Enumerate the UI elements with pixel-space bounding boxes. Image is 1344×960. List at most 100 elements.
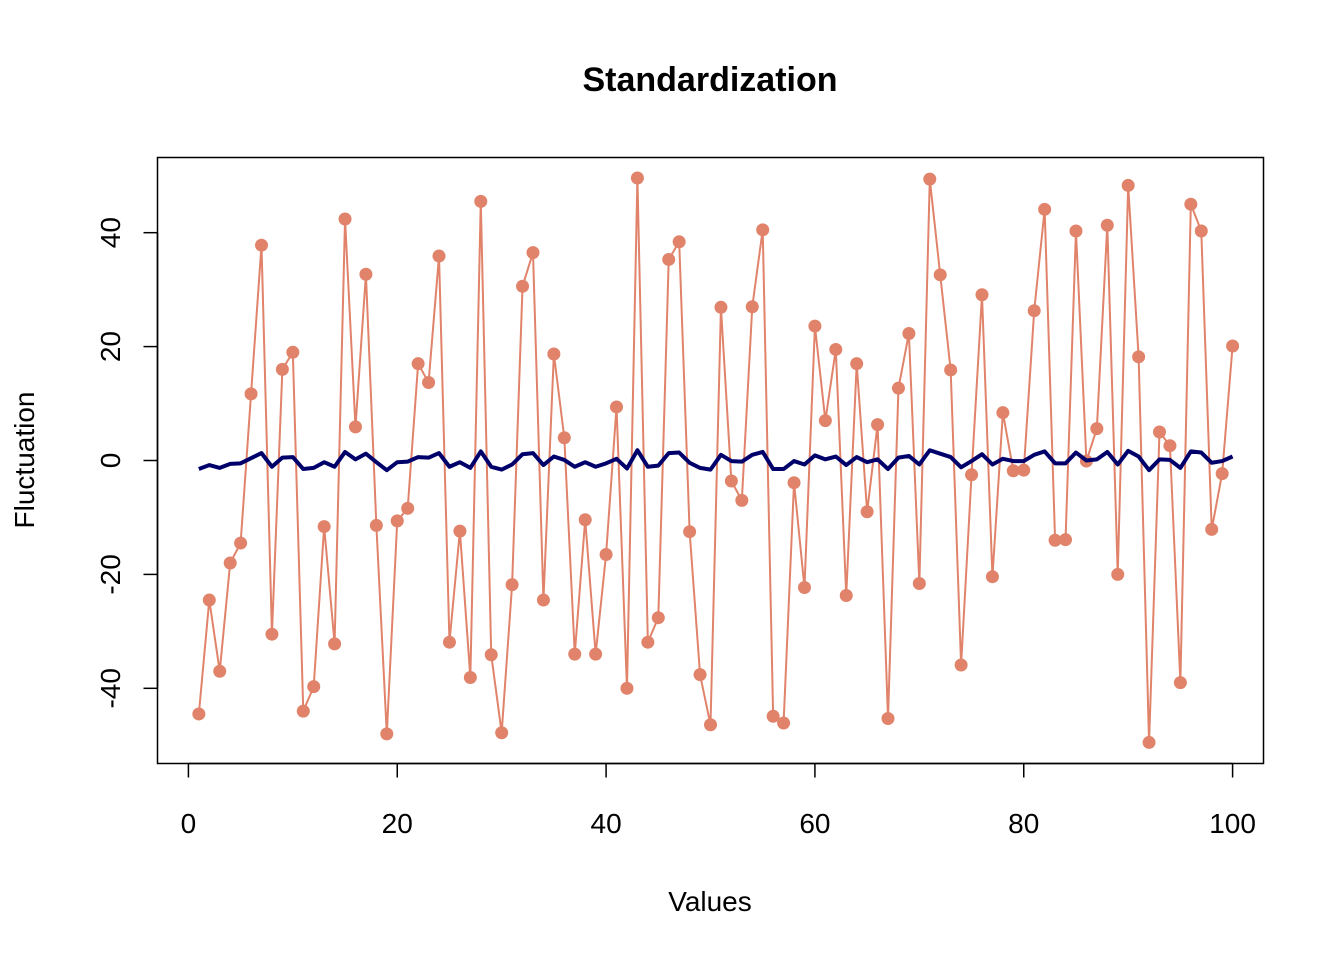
series-1-point xyxy=(589,647,603,661)
series-1-point xyxy=(1132,350,1146,364)
series-1-point xyxy=(526,246,540,260)
series-1-point xyxy=(912,577,926,591)
series-1-point xyxy=(557,431,571,445)
series-1-point xyxy=(192,707,206,721)
series-1-point xyxy=(1205,522,1219,536)
series-1-point xyxy=(975,288,989,302)
series-1-point xyxy=(328,637,342,651)
series-1-point xyxy=(651,611,665,625)
series-1-point xyxy=(411,357,425,371)
x-tick-label: 0 xyxy=(181,808,197,839)
series-1-point xyxy=(871,418,885,432)
series-1-point xyxy=(818,414,832,428)
series-1-point xyxy=(484,648,498,662)
series-1-point xyxy=(1027,304,1041,318)
series-1-point xyxy=(369,518,383,532)
x-tick-label: 80 xyxy=(1008,808,1039,839)
series-1-point xyxy=(578,513,592,527)
series-1-point xyxy=(223,556,237,570)
series-1-point xyxy=(996,406,1010,420)
series-1-point xyxy=(1059,533,1073,547)
y-tick-label: -40 xyxy=(95,668,126,708)
series-1-point xyxy=(1069,224,1083,238)
series-1-point xyxy=(1173,676,1187,690)
series-1-point xyxy=(1038,202,1052,216)
series-1-point xyxy=(255,238,268,252)
series-2-line xyxy=(198,448,1234,473)
series-1-point xyxy=(599,547,613,561)
series-1-point xyxy=(401,501,415,515)
series-1-point xyxy=(1111,567,1125,581)
x-tick-label: 60 xyxy=(799,808,830,839)
series-1-point xyxy=(390,514,404,528)
series-1-point xyxy=(275,362,289,376)
series-1-point xyxy=(808,319,822,333)
series-1-point xyxy=(348,420,362,434)
series-1-point xyxy=(777,716,791,730)
y-axis-label: Fluctuation xyxy=(9,392,40,529)
y-tick-label: -20 xyxy=(95,554,126,594)
series-1-point xyxy=(1006,464,1020,478)
series-1-point xyxy=(359,267,373,281)
series-1-point xyxy=(547,347,561,361)
series-1-point xyxy=(714,300,728,314)
series-1-point xyxy=(442,635,456,649)
series-1-point xyxy=(965,468,979,482)
series-layer xyxy=(192,171,1240,749)
series-1-point xyxy=(693,668,707,682)
series-1-point xyxy=(1100,218,1114,232)
series-1-point xyxy=(881,712,895,726)
series-1-point xyxy=(704,718,717,732)
series-1-point xyxy=(735,493,749,507)
series-1-point xyxy=(380,727,394,741)
x-tick-label: 40 xyxy=(591,808,622,839)
series-1-point xyxy=(672,235,686,249)
series-1-point xyxy=(662,252,676,266)
series-1-point xyxy=(891,381,905,395)
series-1-point xyxy=(307,680,321,694)
series-1-point xyxy=(1121,178,1135,192)
series-1-point xyxy=(797,581,811,595)
series-1-point xyxy=(839,588,853,602)
chart-title: Standardization xyxy=(582,61,837,99)
series-1-point xyxy=(933,268,947,282)
series-1-point xyxy=(453,524,467,538)
x-axis-label: Values xyxy=(668,886,752,917)
series-1-point xyxy=(610,400,624,414)
y-tick-label: 40 xyxy=(95,217,126,248)
series-1-point xyxy=(1163,439,1177,453)
series-1-point xyxy=(265,627,279,641)
series-1-point xyxy=(495,726,509,740)
series-1-point xyxy=(536,593,550,607)
series-1-point xyxy=(745,300,759,314)
series-1-point xyxy=(432,249,446,263)
y-tick-label: 20 xyxy=(95,331,126,362)
series-1-point xyxy=(1090,422,1104,436)
series-1-point xyxy=(286,345,300,359)
series-1-point xyxy=(296,704,310,718)
series-1-point xyxy=(1194,224,1208,238)
series-1-point xyxy=(923,172,937,186)
series-1-point xyxy=(756,223,770,237)
series-1-point xyxy=(850,357,864,371)
y-tick-label: 0 xyxy=(95,453,126,469)
series-1-point xyxy=(317,520,331,534)
x-axis: 0 20 40 60 80 100 xyxy=(181,762,1256,839)
series-1-point xyxy=(234,536,248,550)
series-1-point xyxy=(1017,463,1031,477)
series-1-point xyxy=(1153,425,1166,439)
series-1-point xyxy=(213,664,227,678)
series-1-point xyxy=(902,326,916,340)
series-1-point xyxy=(516,279,530,293)
series-1-point xyxy=(944,363,958,377)
series-1-point xyxy=(422,375,436,389)
series-1-point xyxy=(568,647,582,661)
series-1-point xyxy=(1048,533,1062,547)
series-1-point xyxy=(1184,197,1198,211)
series-1-point xyxy=(1142,735,1156,749)
y-axis: -40 -20 0 20 40 xyxy=(95,217,159,709)
series-1-point xyxy=(630,171,644,185)
series-1-point xyxy=(860,505,874,519)
series-1-point xyxy=(505,578,519,592)
series-1-point xyxy=(787,476,801,490)
